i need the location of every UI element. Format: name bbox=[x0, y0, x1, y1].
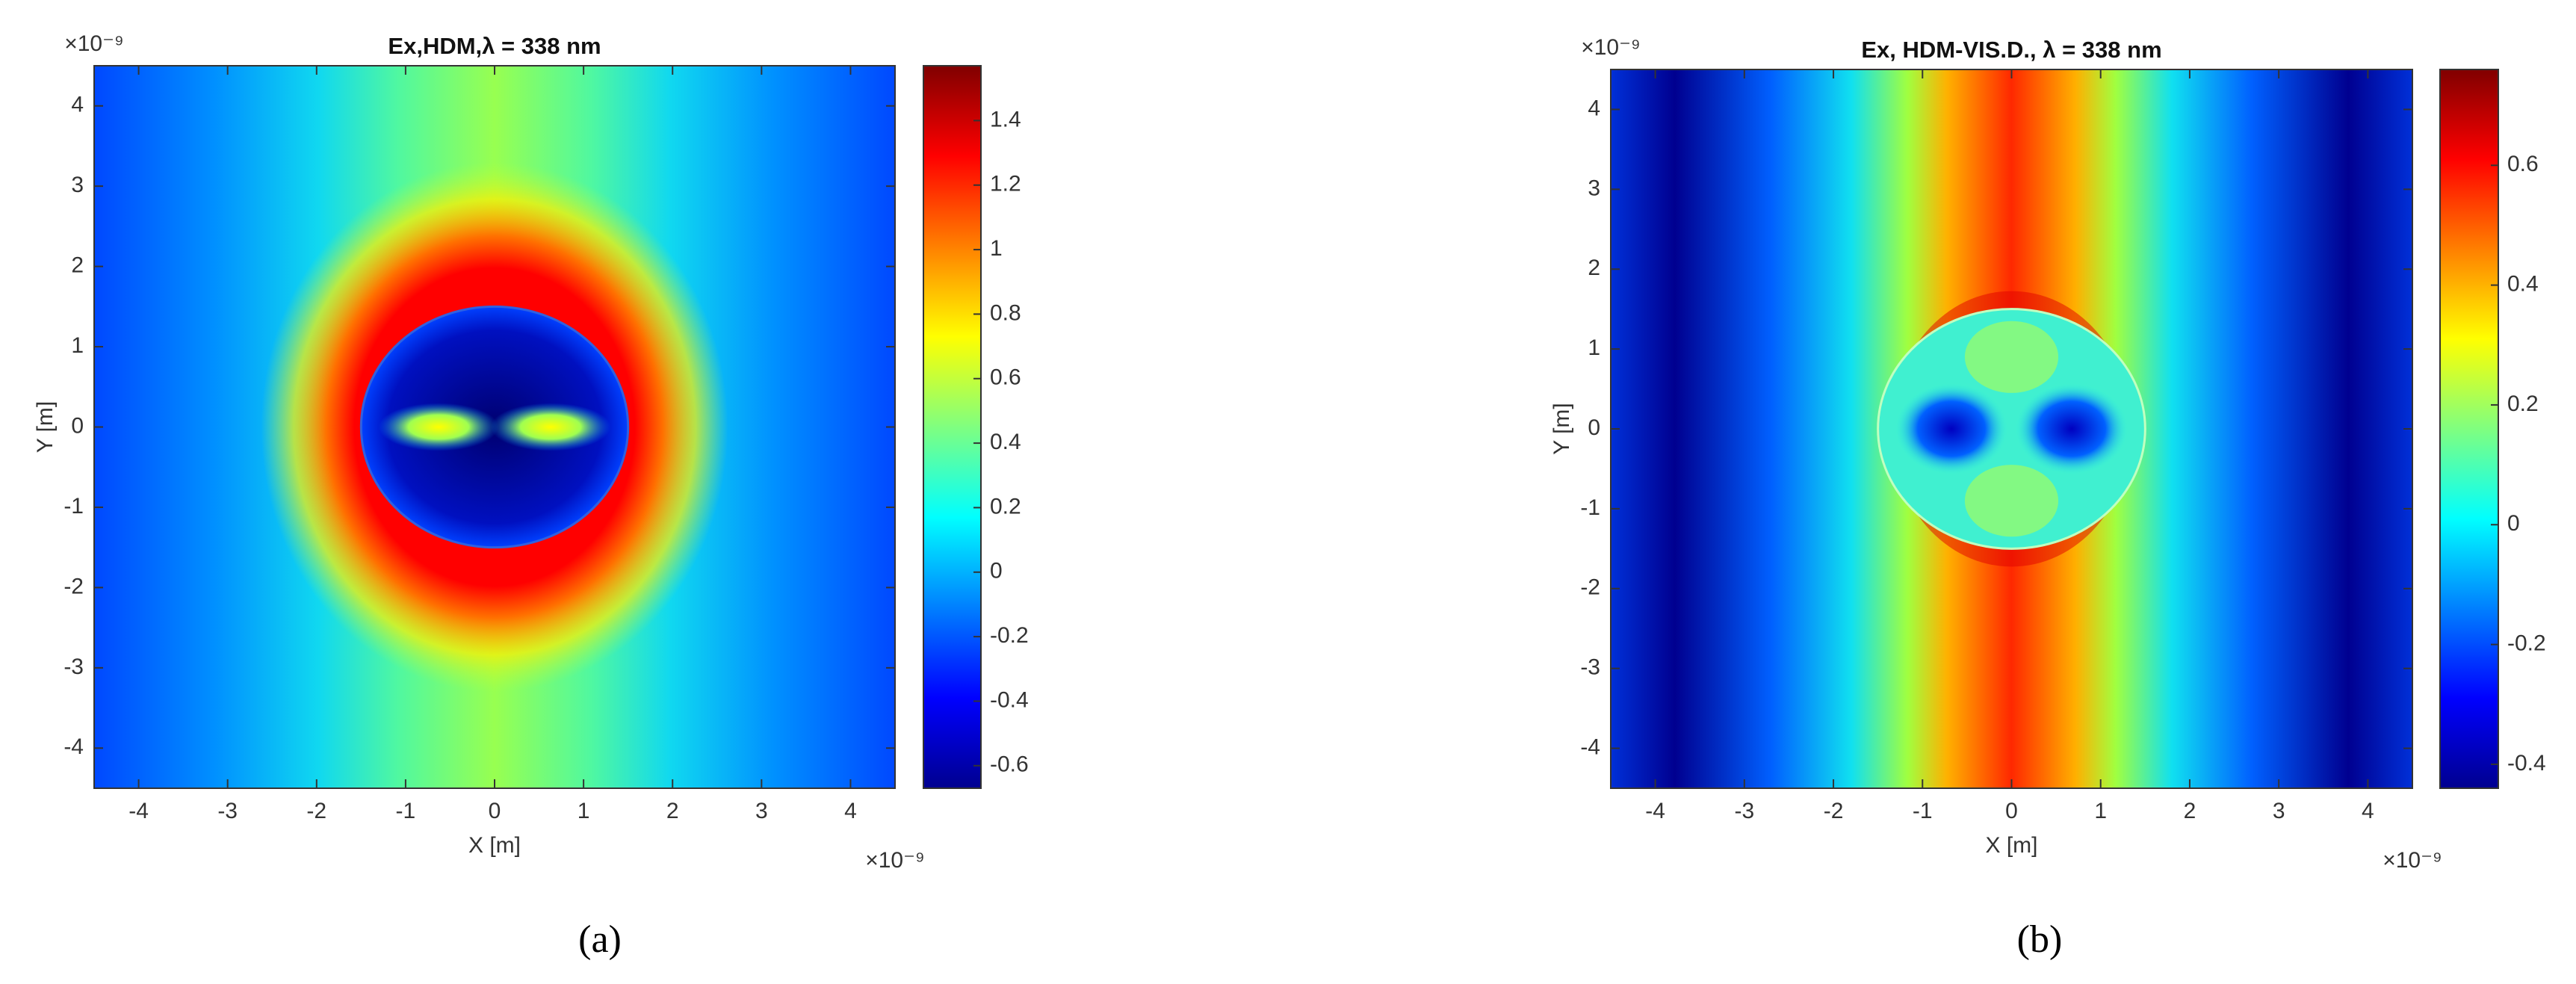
x-tick-label: -2 bbox=[306, 799, 326, 823]
y-multiplier: ×10⁻⁹ bbox=[64, 31, 124, 56]
y-tick-label: 4 bbox=[1588, 96, 1600, 120]
x-tick-label: -4 bbox=[1645, 799, 1665, 823]
colorbar-tick-label: 1.2 bbox=[990, 172, 1021, 197]
x-tick-label: -2 bbox=[1824, 799, 1844, 823]
x-tick-label: 0 bbox=[2005, 799, 2018, 823]
colorbar-tick-label: 0.4 bbox=[2507, 272, 2539, 297]
y-axis-label: Y [m] bbox=[33, 401, 58, 453]
field-lobe bbox=[378, 403, 499, 451]
x-tick-label: 4 bbox=[2362, 799, 2374, 823]
heatmap-field bbox=[1611, 69, 2412, 788]
y-tick-label: 0 bbox=[1588, 415, 1600, 440]
y-tick-label: 2 bbox=[1588, 256, 1600, 280]
y-tick-label: -1 bbox=[64, 494, 84, 519]
x-tick-label: -3 bbox=[217, 799, 238, 823]
x-tick-label: 1 bbox=[578, 799, 590, 823]
x-tick-label: 2 bbox=[666, 799, 679, 823]
y-axis-label: Y [m] bbox=[1549, 403, 1574, 454]
x-multiplier: ×10⁻⁹ bbox=[2383, 848, 2442, 873]
x-tick-label: 3 bbox=[755, 799, 768, 823]
y-tick-label: -1 bbox=[1580, 495, 1600, 520]
panel-caption: (a) bbox=[578, 918, 622, 961]
field-lobe bbox=[2015, 383, 2128, 474]
y-tick-label: 3 bbox=[71, 173, 84, 197]
colorbar-tick-label: 0.8 bbox=[990, 300, 1021, 325]
colorbar-tick-label: 1.4 bbox=[990, 107, 1021, 131]
colorbar-tick-label: 1 bbox=[990, 236, 1003, 261]
colorbar bbox=[923, 65, 982, 789]
colorbar-tick-label: 0.2 bbox=[2507, 392, 2539, 416]
panel-caption: (b) bbox=[2017, 918, 2063, 961]
colorbar-tick-label: 0.2 bbox=[990, 494, 1021, 519]
heatmap-field bbox=[94, 66, 895, 788]
x-tick-label: 3 bbox=[2273, 799, 2285, 823]
colorbar-tick-label: 0.4 bbox=[990, 430, 1021, 454]
colorbar-tick-label: -0.2 bbox=[990, 623, 1029, 648]
x-tick-label: -1 bbox=[396, 799, 416, 823]
y-tick-label: -4 bbox=[1580, 734, 1600, 759]
colorbar-tick-label: -0.4 bbox=[2507, 751, 2546, 776]
x-tick-label: -4 bbox=[129, 799, 149, 823]
heatmap-panel: -4 -3 -2 -1 0 1 2 3 4 -4 -3 -2 -1 0 1 2 3 4 Ex,HDM,λ = 338… bbox=[33, 31, 1029, 961]
x-tick-label: 0 bbox=[489, 799, 501, 823]
x-tick-label: -3 bbox=[1734, 799, 1754, 823]
field-lobe bbox=[1895, 383, 2008, 474]
y-tick-label: 1 bbox=[71, 333, 84, 358]
y-tick-label: 4 bbox=[71, 93, 84, 117]
x-tick-label: 2 bbox=[2184, 799, 2196, 823]
x-tick-label: -1 bbox=[1913, 799, 1933, 823]
heatmap-panel: -4 -3 -2 -1 0 1 2 3 4 -4 -3 -2 -1 0 1 2 3 4 Ex, HDM-VIS.D.… bbox=[1549, 35, 2546, 961]
chart-title: Ex, HDM-VIS.D., λ = 338 nm bbox=[1861, 37, 2161, 63]
colorbar bbox=[2439, 69, 2499, 789]
colorbar-tick-label: 0 bbox=[2507, 511, 2520, 536]
colorbar-tick-label: 0.6 bbox=[2507, 152, 2539, 176]
y-tick-label: 3 bbox=[1588, 176, 1600, 200]
y-tick-label: 0 bbox=[71, 413, 84, 438]
x-multiplier: ×10⁻⁹ bbox=[865, 848, 925, 873]
y-tick-label: 2 bbox=[71, 253, 84, 278]
x-tick-label: 4 bbox=[844, 799, 857, 823]
colorbar-tick-label: -0.4 bbox=[990, 687, 1029, 712]
y-tick-label: 1 bbox=[1588, 335, 1600, 360]
particle bbox=[1877, 308, 2146, 550]
colorbar-tick-label: -0.2 bbox=[2507, 631, 2546, 656]
y-tick-label: -2 bbox=[1580, 575, 1600, 600]
y-tick-label: -3 bbox=[64, 655, 84, 679]
x-axis-label: X [m] bbox=[1985, 833, 2037, 858]
field-lobe bbox=[490, 403, 611, 451]
colorbar-tick-label: 0.6 bbox=[990, 365, 1021, 390]
y-tick-label: -4 bbox=[64, 734, 84, 759]
y-tick-label: -2 bbox=[64, 574, 84, 598]
y-multiplier: ×10⁻⁹ bbox=[1581, 35, 1641, 60]
colorbar-tick-label: -0.6 bbox=[990, 752, 1029, 777]
x-tick-label: 1 bbox=[2094, 799, 2107, 823]
colorbar-tick-label: 0 bbox=[990, 559, 1003, 584]
y-tick-label: -3 bbox=[1580, 655, 1600, 680]
field-lobe bbox=[1964, 465, 2059, 537]
chart-title: Ex,HDM,λ = 338 nm bbox=[388, 33, 601, 59]
x-axis-label: X [m] bbox=[468, 833, 521, 858]
field-lobe bbox=[1964, 321, 2059, 393]
